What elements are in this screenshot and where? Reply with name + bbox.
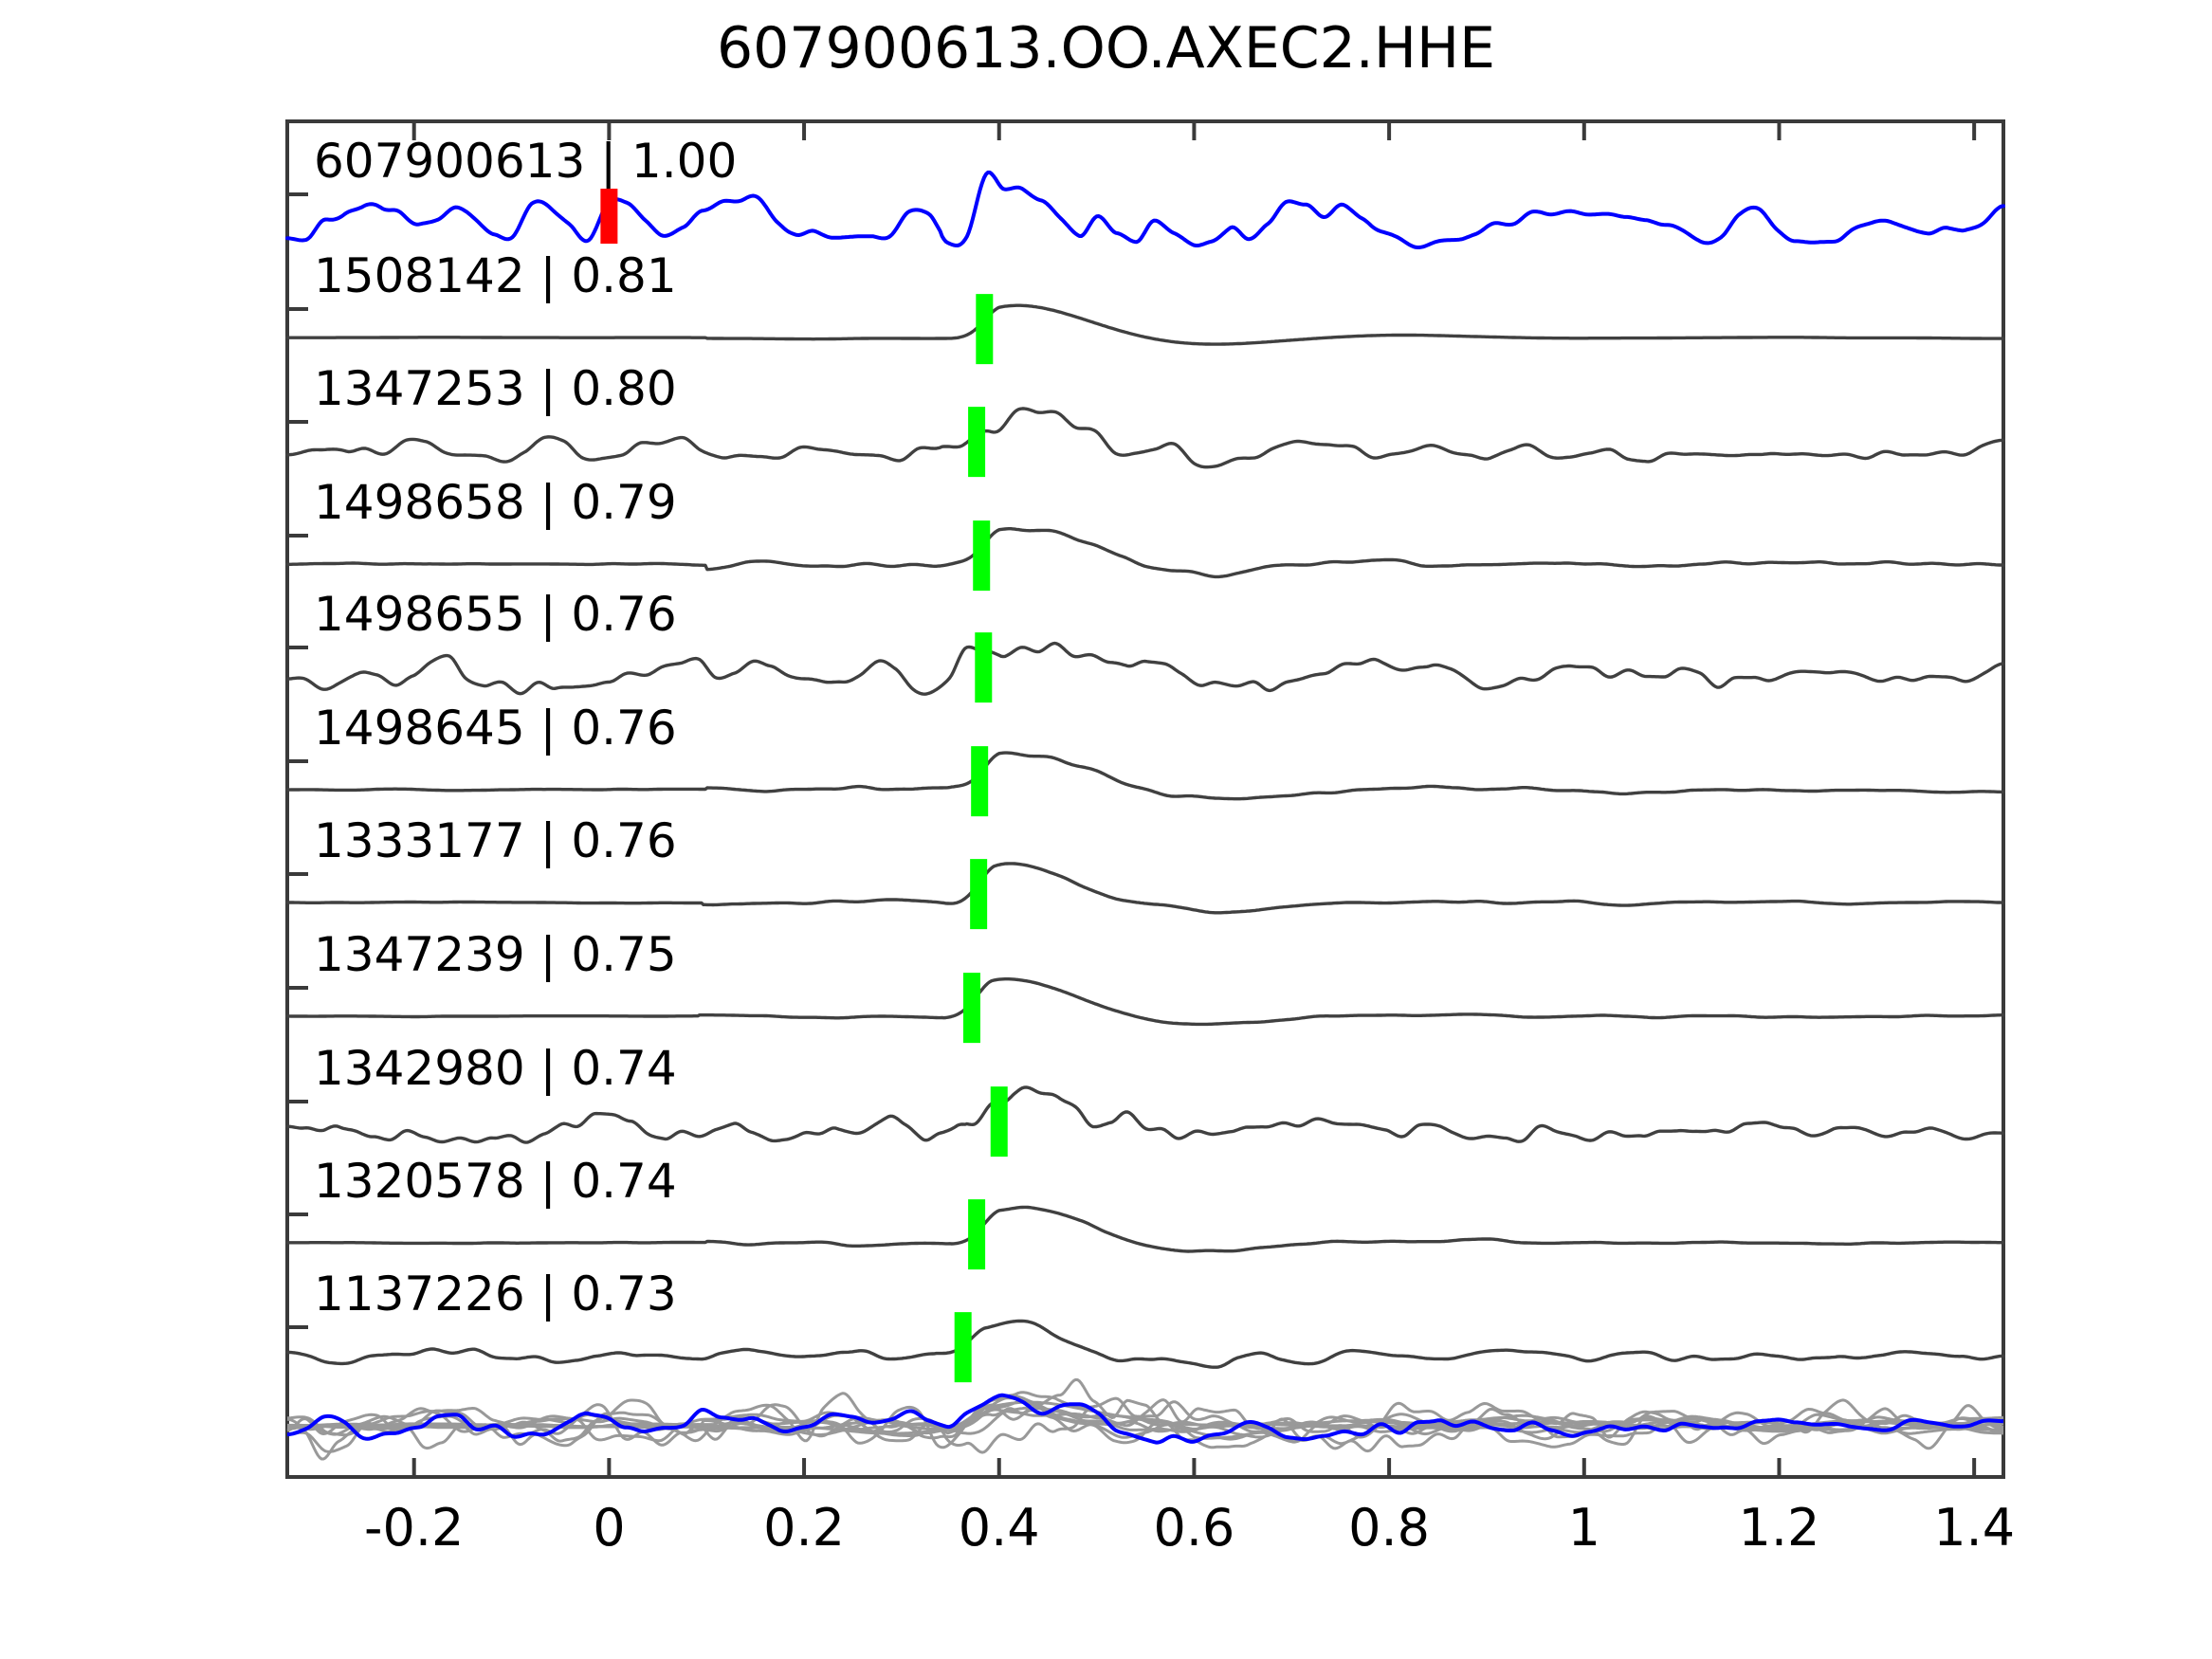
waveform-trace-1342980	[285, 1085, 2005, 1144]
waveform-trace-1498655	[285, 641, 2005, 696]
waveform-trace-1508142	[285, 303, 2005, 346]
reference-pick-marker-607900613	[600, 189, 618, 245]
trace-label-1320578: 1320578 | 0.74	[314, 1154, 677, 1209]
detection-pick-marker-1498658	[973, 520, 991, 592]
x-tick-label: -0.2	[364, 1498, 464, 1558]
figure-title: 607900613.OO.AXEC2.HHE	[716, 15, 1496, 82]
trace-label-1498658: 1498658 | 0.79	[314, 475, 677, 530]
pick-marker-layer	[600, 189, 1008, 1383]
trace-label-layer: 607900613 | 1.00 1508142 | 0.81 1347253 | …	[314, 134, 737, 1322]
waveform-trace-1137226	[285, 1319, 2005, 1369]
overlay-stack-panel	[286, 1377, 2004, 1461]
trace-label-1137226: 1137226 | 0.73	[314, 1267, 677, 1322]
x-tick-label: 0	[593, 1498, 625, 1558]
waveform-trace-1498645	[285, 751, 2005, 801]
trace-label-1498655: 1498655 | 0.76	[314, 587, 677, 642]
x-tick-label: 0.2	[763, 1498, 845, 1558]
x-tick-label: 0.4	[959, 1498, 1040, 1558]
axes-frame	[285, 119, 2005, 1479]
x-tick-label: 1.2	[1739, 1498, 1820, 1558]
x-tick-label: 1.4	[1933, 1498, 2015, 1558]
trace-label-607900613: 607900613 | 1.00	[314, 134, 737, 189]
trace-layer	[285, 170, 2005, 1369]
x-tick-label: 0.6	[1153, 1498, 1234, 1558]
overlay-gray-trace	[287, 1406, 2003, 1435]
waveform-trace-1498658	[285, 527, 2005, 579]
waveform-trace-1320578	[285, 1205, 2005, 1253]
detection-pick-marker-1342980	[990, 1086, 1008, 1158]
trace-label-1508142: 1508142 | 0.81	[314, 248, 677, 303]
trace-label-1333177: 1333177 | 0.76	[314, 813, 677, 868]
detection-pick-marker-1137226	[954, 1312, 972, 1383]
x-axis-ticks: -0.2 0 0.2 0.4 0.6 0.8 1 1.2 1.4	[287, 121, 2015, 1558]
detection-pick-marker-1320578	[968, 1199, 986, 1270]
x-tick-label: 1	[1568, 1498, 1600, 1558]
trace-label-1347239: 1347239 | 0.75	[314, 927, 677, 982]
detection-pick-marker-1498655	[975, 632, 993, 703]
trace-label-1347253: 1347253 | 0.80	[314, 361, 677, 416]
waveform-trace-1347239	[285, 977, 2005, 1027]
waveform-trace-1333177	[285, 862, 2005, 915]
detection-pick-marker-1347253	[968, 407, 986, 478]
overlay-template-trace	[286, 1393, 2004, 1445]
x-tick-label: 0.8	[1348, 1498, 1430, 1558]
detection-pick-marker-1333177	[970, 859, 988, 930]
detection-pick-marker-1508142	[976, 294, 994, 365]
waveform-trace-607900613	[285, 170, 2005, 249]
waveform-trace-1347253	[285, 407, 2005, 469]
detection-pick-marker-1498645	[971, 746, 989, 817]
detection-pick-marker-1347239	[962, 973, 980, 1044]
trace-label-1342980: 1342980 | 0.74	[314, 1041, 677, 1096]
trace-label-1498645: 1498645 | 0.76	[314, 701, 677, 756]
overlay-gray-trace	[286, 1377, 2004, 1461]
